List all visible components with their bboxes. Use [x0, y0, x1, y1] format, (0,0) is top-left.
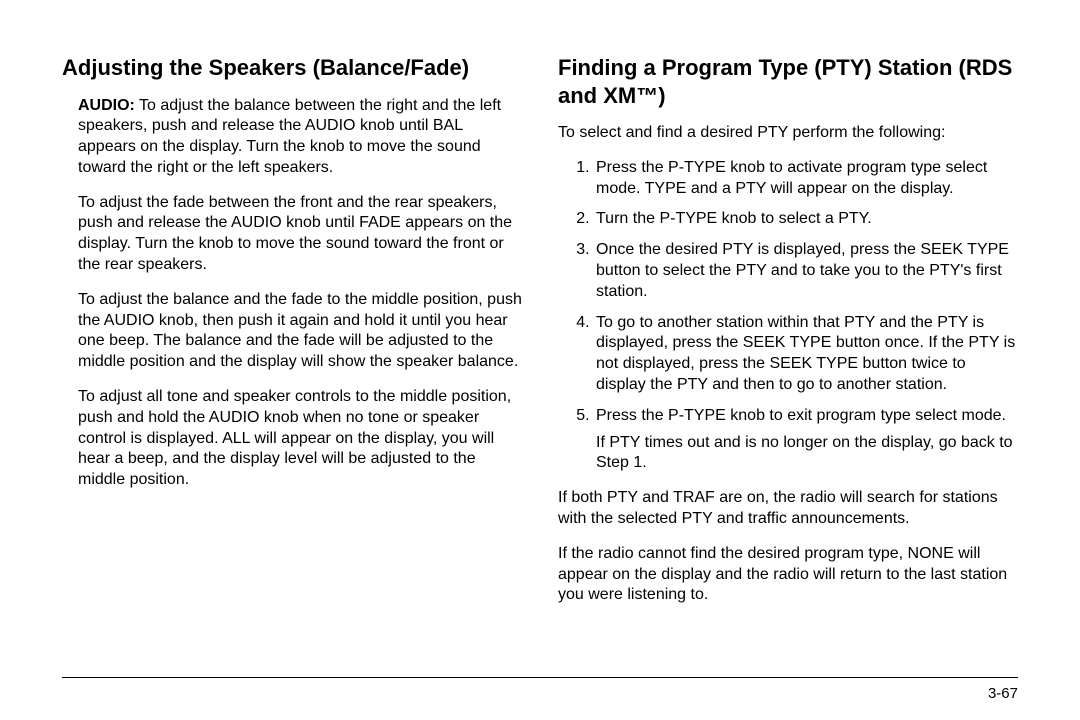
- step-4: To go to another station within that PTY…: [594, 313, 1018, 396]
- step-5-text: Press the P-TYPE knob to exit program ty…: [596, 407, 1006, 424]
- left-paragraph-4: To adjust all tone and speaker controls …: [62, 387, 522, 491]
- right-column: Finding a Program Type (PTY) Station (RD…: [558, 54, 1018, 620]
- step-3: Once the desired PTY is displayed, press…: [594, 240, 1018, 302]
- left-p1-text: To adjust the balance between the right …: [78, 97, 501, 176]
- step-1: Press the P-TYPE knob to activate progra…: [594, 158, 1018, 200]
- left-paragraph-3: To adjust the balance and the fade to th…: [62, 290, 522, 373]
- step-2: Turn the P-TYPE knob to select a PTY.: [594, 209, 1018, 230]
- left-paragraph-2: To adjust the fade between the front and…: [62, 193, 522, 276]
- footer-rule: [62, 677, 1018, 678]
- right-intro: To select and find a desired PTY perform…: [558, 123, 1018, 144]
- two-column-layout: Adjusting the Speakers (Balance/Fade) AU…: [62, 54, 1018, 620]
- pty-steps-list: Press the P-TYPE knob to activate progra…: [558, 158, 1018, 474]
- left-column: Adjusting the Speakers (Balance/Fade) AU…: [62, 54, 522, 620]
- left-heading: Adjusting the Speakers (Balance/Fade): [62, 54, 522, 82]
- right-heading: Finding a Program Type (PTY) Station (RD…: [558, 54, 1018, 109]
- left-paragraph-1: AUDIO: To adjust the balance between the…: [62, 96, 522, 179]
- right-after-1: If both PTY and TRAF are on, the radio w…: [558, 488, 1018, 530]
- right-after-2: If the radio cannot find the desired pro…: [558, 544, 1018, 606]
- step-5-note: If PTY times out and is no longer on the…: [596, 433, 1018, 475]
- step-5: Press the P-TYPE knob to exit program ty…: [594, 406, 1018, 474]
- audio-label: AUDIO:: [78, 97, 135, 114]
- page-number: 3-67: [988, 685, 1018, 702]
- manual-page: Adjusting the Speakers (Balance/Fade) AU…: [0, 0, 1080, 720]
